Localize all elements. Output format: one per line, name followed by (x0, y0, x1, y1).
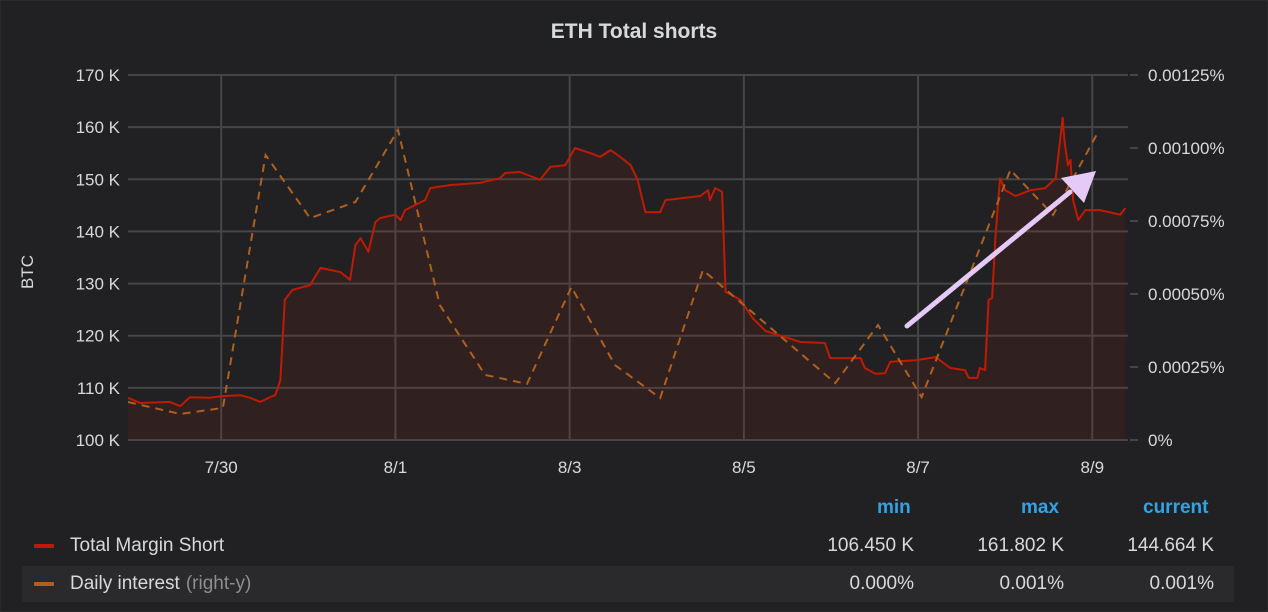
legend-current: 144.664 K (1127, 535, 1214, 556)
legend-max: 0.001% (999, 573, 1064, 594)
y-tick-label: 130 K (76, 275, 121, 294)
y-tick-label: 170 K (76, 66, 121, 85)
x-tick-label: 8/5 (732, 458, 756, 477)
y2-tick-label: 0.00075% (1148, 212, 1225, 231)
y-tick-label: 160 K (76, 118, 121, 137)
legend-row-margin-short[interactable]: Total Margin Short 106.450 K 161.802 K 1… (22, 528, 1234, 564)
series-line-daily-interest (127, 127, 1098, 416)
series-line-total-margin-short (127, 116, 1127, 408)
legend-header-max[interactable]: max (1021, 497, 1060, 518)
y-tick-label: 120 K (76, 327, 121, 346)
x-tick-label: 8/1 (384, 458, 408, 477)
y-tick-label: 140 K (76, 222, 121, 241)
legend-min: 106.450 K (827, 535, 914, 556)
y2-tick-label: 0.00025% (1148, 358, 1225, 377)
annotation-arrow (904, 171, 1096, 329)
series-color-swatch[interactable] (34, 582, 54, 586)
series-color-swatch[interactable] (34, 544, 54, 548)
series-area-total-margin-short (128, 117, 1126, 441)
legend-current: 0.001% (1149, 573, 1214, 594)
legend-series-name[interactable]: Total Margin Short (70, 535, 225, 556)
x-tick-label: 8/9 (1080, 458, 1104, 477)
x-tick-label: 8/3 (558, 458, 582, 477)
y-axis-left: 100 K 110 K 120 K 130 K 140 K 150 K 160 K 170 K (76, 66, 121, 450)
legend-series-name: Daily interest (70, 573, 180, 594)
legend-series-name-wrap[interactable]: Daily interest (right-y) (70, 573, 251, 595)
y-tick-label: 110 K (77, 379, 121, 398)
series-layer (127, 116, 1127, 441)
legend-header-min[interactable]: min (877, 497, 911, 518)
y-tick-label: 150 K (76, 170, 121, 189)
y-tick-label: 100 K (76, 431, 121, 450)
legend-series-axis: (right-y) (185, 573, 252, 594)
panel-title[interactable]: ETH Total shorts (550, 20, 718, 43)
x-tick-label: 7/30 (205, 458, 238, 477)
legend-min: 0.000% (849, 573, 914, 594)
y2-tick-label: 0.00100% (1148, 139, 1225, 158)
x-axis: 7/30 8/1 8/3 8/5 8/7 8/9 (205, 458, 1104, 477)
legend-row-daily-interest[interactable]: Daily interest (right-y) 0.000% 0.001% 0.… (22, 566, 1234, 602)
y2-tick-label: 0% (1148, 431, 1173, 450)
x-tick-label: 8/7 (906, 458, 930, 477)
y2-tick-label: 0.00050% (1148, 285, 1225, 304)
y-axis-label: BTC (18, 255, 37, 289)
y-axis-right: 0% 0.00025% 0.00050% 0.00075% 0.00100% 0.0012… (1130, 66, 1225, 450)
legend-max: 161.802 K (977, 535, 1064, 556)
y2-tick-label: 0.00125% (1148, 66, 1225, 85)
legend-header-current[interactable]: current (1143, 497, 1209, 518)
